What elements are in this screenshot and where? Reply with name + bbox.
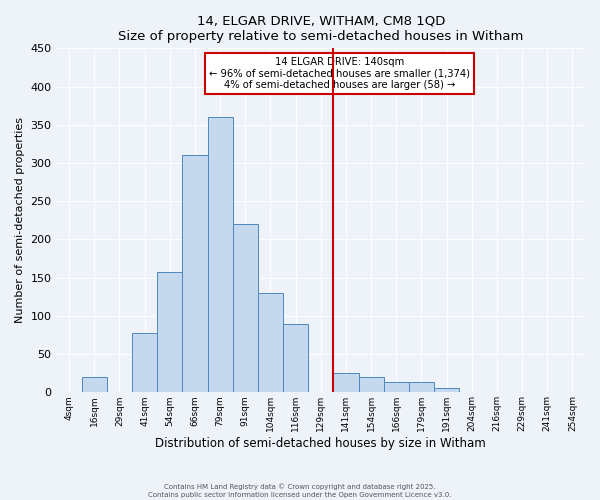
Text: Contains HM Land Registry data © Crown copyright and database right 2025.
Contai: Contains HM Land Registry data © Crown c… — [148, 484, 452, 498]
Text: 14 ELGAR DRIVE: 140sqm
← 96% of semi-detached houses are smaller (1,374)
4% of s: 14 ELGAR DRIVE: 140sqm ← 96% of semi-det… — [209, 57, 470, 90]
Bar — [409, 382, 434, 392]
X-axis label: Distribution of semi-detached houses by size in Witham: Distribution of semi-detached houses by … — [155, 437, 486, 450]
Bar — [157, 272, 182, 392]
Bar — [233, 224, 258, 392]
Bar — [182, 154, 208, 392]
Bar — [434, 388, 459, 392]
Bar — [359, 377, 383, 392]
Bar — [82, 377, 107, 392]
Bar — [208, 117, 233, 392]
Bar — [383, 382, 409, 392]
Bar — [334, 373, 359, 392]
Title: 14, ELGAR DRIVE, WITHAM, CM8 1QD
Size of property relative to semi-detached hous: 14, ELGAR DRIVE, WITHAM, CM8 1QD Size of… — [118, 15, 523, 43]
Bar — [132, 334, 157, 392]
Bar — [283, 324, 308, 392]
Bar — [258, 293, 283, 392]
Y-axis label: Number of semi-detached properties: Number of semi-detached properties — [15, 118, 25, 324]
